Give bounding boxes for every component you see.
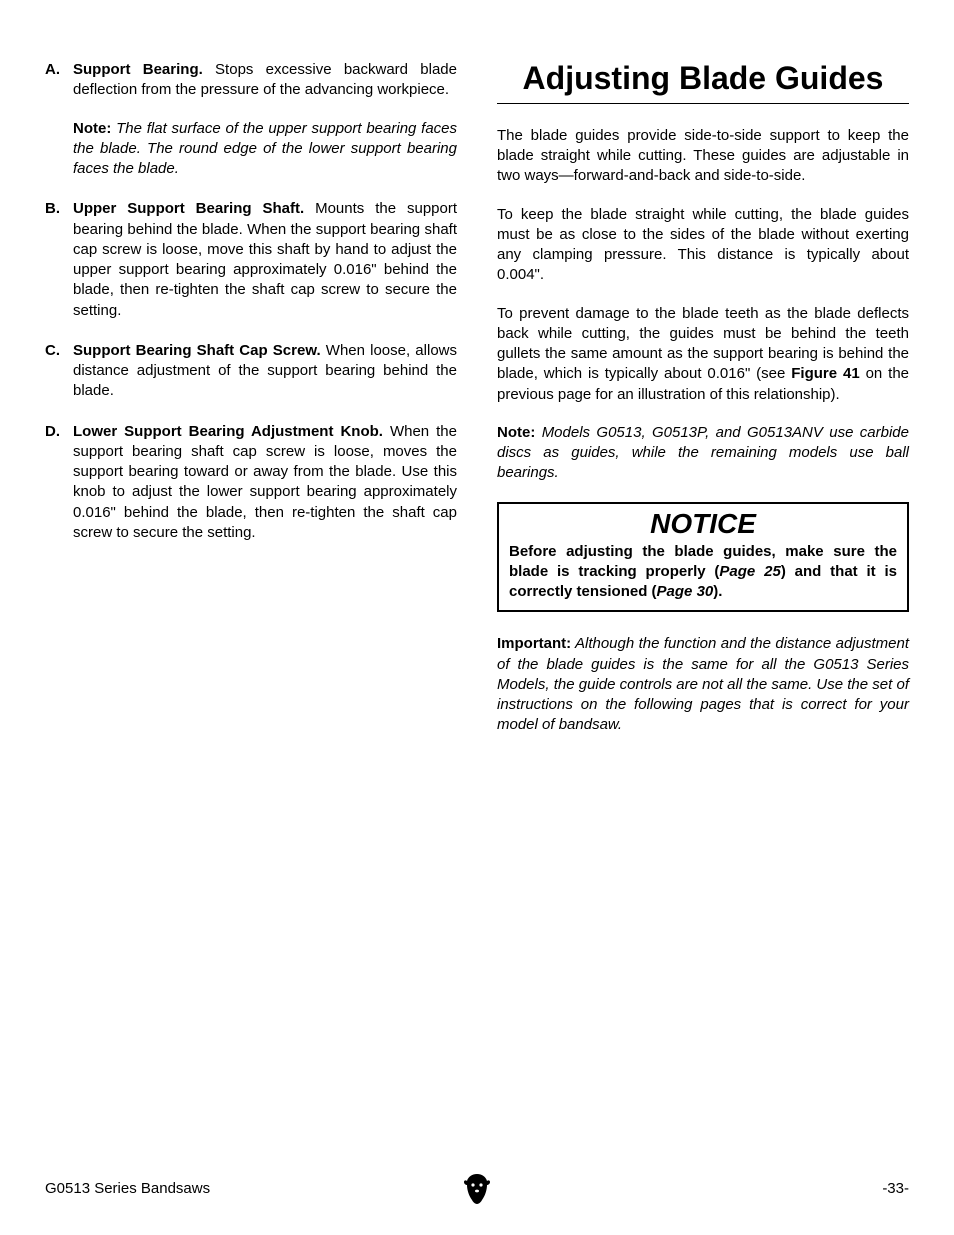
intro-para-2: To keep the blade straight while cutting…	[497, 205, 909, 286]
list-body: Lower Support Bearing Adjustment Knob. W…	[73, 422, 457, 544]
page-ref-30: Page 30	[657, 583, 714, 600]
list-title: Support Bearing.	[73, 61, 203, 78]
list-text: Mounts the support bearing behind the bl…	[73, 200, 457, 318]
bear-logo-icon	[462, 1172, 492, 1206]
section-title: Adjusting Blade Guides	[497, 60, 909, 97]
note-text: The flat surface of the upper support be…	[73, 120, 457, 178]
intro-para-3: To prevent damage to the blade teeth as …	[497, 304, 909, 405]
footer-left: G0513 Series Bandsaws	[45, 1180, 210, 1197]
important-label: Important:	[497, 635, 571, 652]
page-footer: G0513 Series Bandsaws -33-	[45, 1180, 909, 1197]
list-title: Upper Support Bearing Shaft.	[73, 200, 304, 217]
list-item-a: A. Support Bearing. Stops excessive back…	[45, 60, 457, 179]
list-letter: C.	[45, 341, 73, 402]
note-label: Note:	[73, 120, 111, 137]
list-text: When the support bearing shaft cap screw…	[73, 423, 457, 541]
notice-box: NOTICE Before adjusting the blade guides…	[497, 502, 909, 613]
note-text: Models G0513, G0513P, and G0513ANV use c…	[497, 424, 909, 482]
right-column: Adjusting Blade Guides The blade guides …	[497, 60, 909, 1140]
list-letter: D.	[45, 422, 73, 544]
footer-right: -33-	[882, 1180, 909, 1197]
list-letter: B.	[45, 199, 73, 321]
list-body: Support Bearing Shaft Cap Screw. When lo…	[73, 341, 457, 402]
list-item-b: B. Upper Support Bearing Shaft. Mounts t…	[45, 199, 457, 321]
page-content: A. Support Bearing. Stops excessive back…	[45, 60, 909, 1140]
list-title: Lower Support Bearing Adjustment Knob.	[73, 423, 383, 440]
list-item-d: D. Lower Support Bearing Adjustment Knob…	[45, 422, 457, 544]
list-letter: A.	[45, 60, 73, 179]
models-note: Note: Models G0513, G0513P, and G0513ANV…	[497, 423, 909, 484]
title-rule	[497, 103, 909, 104]
figure-ref: Figure 41	[791, 365, 859, 382]
intro-para-1: The blade guides provide side-to-side su…	[497, 126, 909, 187]
list-title: Support Bearing Shaft Cap Screw.	[73, 342, 321, 359]
notice-body: Before adjusting the blade guides, make …	[509, 542, 897, 603]
list-item-c: C. Support Bearing Shaft Cap Screw. When…	[45, 341, 457, 402]
important-note: Important: Although the function and the…	[497, 634, 909, 735]
list-body: Upper Support Bearing Shaft. Mounts the …	[73, 199, 457, 321]
notice-text-c: ).	[713, 583, 722, 600]
note-label: Note:	[497, 424, 535, 441]
list-body: Support Bearing. Stops excessive backwar…	[73, 60, 457, 179]
left-column: A. Support Bearing. Stops excessive back…	[45, 60, 457, 1140]
note-block: Note: The flat surface of the upper supp…	[73, 119, 457, 180]
notice-heading: NOTICE	[509, 508, 897, 540]
page-ref-25: Page 25	[719, 563, 780, 580]
